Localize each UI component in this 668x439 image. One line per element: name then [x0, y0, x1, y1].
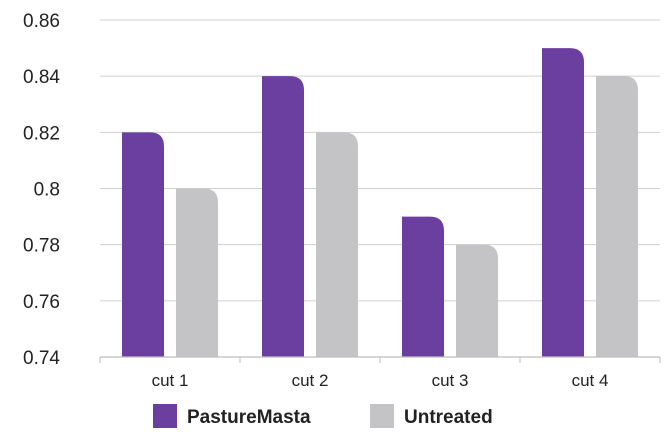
bar-untreated-cut-3 [456, 244, 498, 357]
bar-pasturemasta-cut-2 [262, 76, 304, 358]
y-tick-label: 0.86 [23, 11, 60, 32]
y-tick-label: 0.78 [23, 236, 60, 257]
legend-swatch-pasturemasta [153, 404, 177, 428]
y-tick-label: 0.76 [23, 292, 60, 313]
bar-pasturemasta-cut-3 [402, 216, 444, 357]
bar-pasturemasta-cut-4 [542, 48, 584, 357]
x-tick-label: cut 1 [152, 371, 189, 390]
y-tick-label: 0.84 [23, 67, 60, 88]
y-tick-label: 0.74 [23, 348, 60, 369]
bar-pasturemasta-cut-1 [122, 132, 164, 357]
legend-swatch-untreated [370, 404, 394, 428]
bar-untreated-cut-1 [176, 188, 218, 357]
y-tick-label: 0.82 [23, 123, 60, 144]
y-tick-label: 0.8 [34, 180, 60, 201]
x-axis: cut 1 cut 2 cut 3 cut 4 [99, 356, 661, 390]
bars [122, 48, 638, 358]
y-axis-tick-labels: 0.74 0.76 0.78 0.8 0.82 0.84 0.86 [23, 11, 60, 369]
bar-untreated-cut-4 [596, 76, 638, 358]
x-tick-label: cut 2 [292, 371, 329, 390]
x-tick-label: cut 4 [572, 371, 609, 390]
bar-untreated-cut-2 [316, 132, 358, 357]
legend-label-untreated: Untreated [404, 407, 493, 428]
legend-label-pasturemasta: PastureMasta [187, 407, 311, 428]
legend: PastureMasta Untreated [153, 404, 493, 428]
x-tick-label: cut 3 [432, 371, 469, 390]
